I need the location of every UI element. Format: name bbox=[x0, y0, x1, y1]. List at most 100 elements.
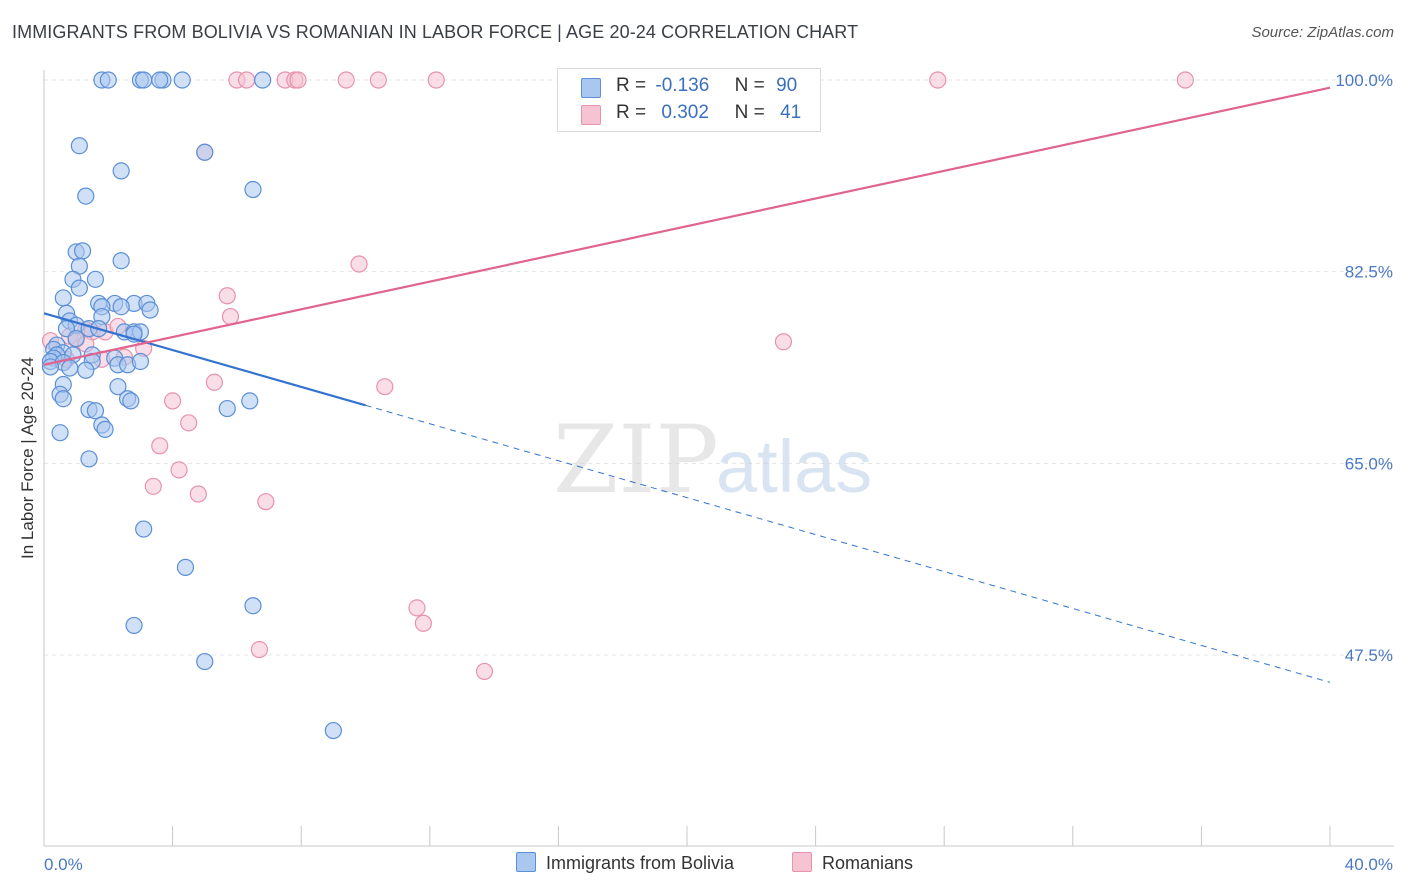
legend-swatch-pink bbox=[581, 105, 601, 125]
legend-r-label: R = bbox=[616, 75, 647, 96]
trend-lines bbox=[43, 86, 1331, 683]
bolivia-point bbox=[125, 616, 143, 635]
bolivia-point bbox=[141, 301, 159, 319]
romanians-point bbox=[408, 599, 426, 617]
x-tick-label: 0.0% bbox=[44, 855, 83, 874]
bolivia-point bbox=[196, 143, 214, 161]
romanians-point bbox=[475, 662, 494, 681]
bolivia-point bbox=[51, 424, 69, 442]
romanians-point bbox=[250, 640, 269, 659]
y-tick-label: 65.0% bbox=[1345, 454, 1393, 473]
romanians-point bbox=[414, 614, 432, 632]
bolivia-point bbox=[173, 71, 191, 89]
bolivia-point bbox=[67, 329, 85, 348]
romanians-point bbox=[774, 333, 793, 351]
romanians-point bbox=[189, 485, 207, 503]
bottom-legend-swatch-blue bbox=[516, 852, 536, 872]
y-tick-label: 47.5% bbox=[1345, 646, 1393, 665]
bolivia-point bbox=[61, 359, 79, 377]
legend-n-value: 90 bbox=[776, 75, 798, 96]
romanians-point bbox=[144, 477, 162, 495]
bolivia-point bbox=[324, 721, 342, 740]
axes bbox=[43, 70, 1394, 847]
bolivia-point bbox=[151, 71, 169, 89]
bolivia-point bbox=[73, 242, 92, 260]
legend-r-value: -0.136 bbox=[655, 75, 710, 96]
romanians-point bbox=[1176, 71, 1194, 89]
bolivia-point bbox=[241, 392, 259, 410]
romanians-point bbox=[257, 493, 275, 511]
romanians-point bbox=[376, 378, 394, 396]
legend-r-label: R = bbox=[616, 102, 647, 123]
romanians-point bbox=[237, 71, 256, 89]
bolivia-point bbox=[176, 558, 195, 576]
romanians-point bbox=[337, 71, 355, 89]
watermark-atlas: atlas bbox=[716, 425, 872, 508]
y-axis-label: In Labor Force | Age 20-24 bbox=[18, 357, 37, 559]
romanians-point bbox=[151, 437, 169, 455]
bolivia-point bbox=[86, 270, 105, 288]
y-tick-label: 100.0% bbox=[1335, 71, 1393, 90]
bolivia-point bbox=[244, 597, 262, 615]
bolivia-point bbox=[99, 71, 117, 89]
romanians-point bbox=[170, 461, 188, 479]
bolivia-point bbox=[218, 399, 236, 418]
romanians-point bbox=[205, 373, 223, 391]
bolivia-point bbox=[80, 450, 98, 468]
bottom-legend-swatch-pink bbox=[792, 852, 812, 872]
x-tick-labels: 0.0% 40.0% bbox=[44, 855, 1393, 874]
bolivia-point bbox=[254, 71, 272, 89]
bolivia-point bbox=[112, 298, 130, 316]
romanians-point bbox=[221, 307, 240, 326]
bottom-legend-label: Immigrants from Bolivia bbox=[546, 853, 735, 873]
bolivia-point bbox=[96, 420, 114, 438]
bolivia-point bbox=[135, 520, 153, 538]
bolivia-point bbox=[112, 252, 130, 270]
romanians-point bbox=[427, 71, 445, 89]
legend-n-label: N = bbox=[734, 102, 765, 123]
bottom-legend-bolivia: Immigrants from Bolivia bbox=[516, 852, 734, 876]
romanians-point bbox=[218, 287, 236, 305]
bolivia-point bbox=[54, 390, 72, 408]
romanians-trend-line bbox=[43, 86, 1331, 366]
romanians-point bbox=[289, 71, 307, 89]
x-tick-label: 40.0% bbox=[1345, 855, 1393, 874]
legend-n-value: 41 bbox=[780, 102, 802, 123]
romanians-point bbox=[350, 255, 368, 273]
bolivia-point bbox=[77, 187, 95, 205]
romanians-point bbox=[164, 392, 182, 410]
watermark-zip: ZIP bbox=[553, 406, 719, 515]
watermark: ZIP atlas bbox=[553, 406, 872, 515]
bolivia-point bbox=[70, 279, 88, 297]
bolivia-point bbox=[77, 361, 95, 379]
gridlines bbox=[44, 79, 1394, 656]
stats-legend: R = -0.136 N = 90 R = 0.302 N = 41 bbox=[557, 68, 821, 132]
bolivia-point bbox=[122, 392, 140, 410]
source-credit: Source: ZipAtlas.com bbox=[1251, 24, 1394, 41]
legend-n-label: N = bbox=[734, 75, 765, 96]
bolivia-point bbox=[109, 378, 127, 396]
legend-swatch-blue bbox=[581, 78, 601, 98]
bolivia-trend-line bbox=[43, 312, 366, 407]
bolivia-point bbox=[244, 180, 262, 199]
y-tick-labels: 47.5% 65.0% 82.5% 100.0% bbox=[1335, 71, 1393, 665]
bolivia-point bbox=[86, 402, 105, 420]
romanians-point bbox=[369, 71, 387, 89]
bolivia-point bbox=[54, 289, 72, 307]
bottom-legend-romanians: Romanians bbox=[792, 852, 913, 876]
chart-title: IMMIGRANTS FROM BOLIVIA VS ROMANIAN IN L… bbox=[12, 22, 859, 42]
bolivia-point bbox=[196, 652, 214, 671]
y-tick-label: 82.5% bbox=[1345, 263, 1393, 282]
romanians-points bbox=[41, 71, 1194, 681]
bolivia-point bbox=[70, 137, 88, 155]
bolivia-point bbox=[131, 352, 150, 371]
legend-r-value: 0.302 bbox=[661, 102, 709, 123]
romanians-point bbox=[929, 71, 947, 89]
bolivia-point bbox=[135, 71, 153, 89]
bolivia-points bbox=[41, 71, 342, 740]
bolivia-trend-extension bbox=[365, 404, 1331, 683]
romanians-point bbox=[180, 414, 198, 432]
bolivia-point bbox=[112, 162, 130, 180]
bottom-legend-label: Romanians bbox=[822, 853, 914, 873]
